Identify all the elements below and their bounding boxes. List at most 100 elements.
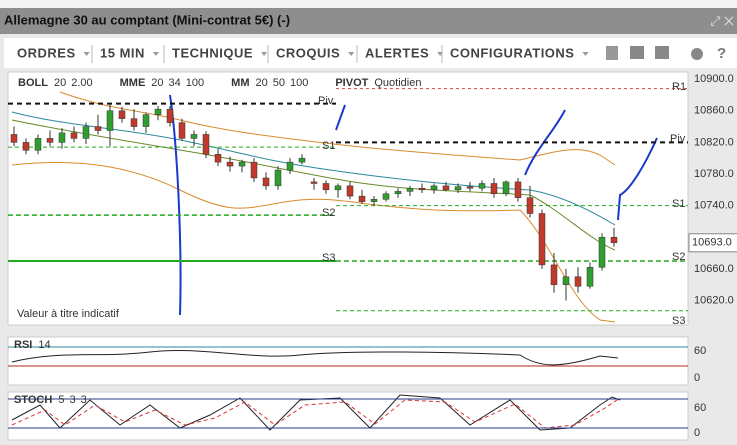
title-bar: [0, 8, 737, 34]
candle-body: [262, 177, 270, 187]
panel-name: STOCH: [14, 394, 52, 406]
candle-body: [238, 161, 246, 167]
dropdown-arrow: [261, 52, 268, 56]
title-strip: [0, 0, 737, 8]
dropdown-arrow: [83, 52, 90, 56]
candle-body: [334, 185, 342, 191]
candle-body: [46, 138, 54, 143]
candle-body: [166, 108, 174, 123]
indicator-param: 50: [273, 77, 285, 89]
pivot-label: Piv: [670, 133, 686, 145]
ma-line: [11, 119, 616, 251]
indicator-param: 100: [290, 77, 308, 89]
pivot-label: R1: [672, 81, 686, 93]
candle-body: [82, 126, 90, 139]
panel-param: 5: [58, 394, 64, 406]
menu-item[interactable]: 15 MIN: [100, 45, 145, 60]
dropdown-arrow: [152, 52, 159, 56]
pivot-label: S2: [672, 251, 685, 263]
candle-body: [274, 169, 282, 187]
indicator-name: PIVOT: [335, 77, 368, 89]
candle-body: [394, 191, 402, 195]
price-tick-label: 10860.0: [694, 105, 734, 117]
print-icon[interactable]: [655, 46, 669, 59]
help-icon[interactable]: ?: [717, 45, 726, 62]
panel-tick-label: 0: [694, 427, 700, 439]
candle-body: [586, 267, 594, 287]
candle-body: [454, 186, 462, 191]
candle-body: [610, 236, 618, 244]
candle-body: [190, 134, 198, 139]
expand-icon[interactable]: ⤢ ✕: [710, 13, 734, 28]
menu-item[interactable]: ALERTES: [365, 45, 429, 60]
candle-body: [34, 138, 42, 151]
candle-body: [550, 264, 558, 285]
candle-body: [346, 185, 354, 197]
candle-body: [142, 114, 150, 127]
image-icon[interactable]: [630, 46, 644, 59]
drawing: [524, 109, 566, 176]
price-tick-label: 10620.0: [694, 294, 734, 306]
panel-param: 14: [38, 339, 50, 351]
current-price: 10693.0: [692, 237, 732, 249]
candle-body: [562, 276, 570, 285]
candle-body: [430, 185, 438, 191]
candle-body: [442, 185, 450, 191]
menu-item[interactable]: TECHNIQUE: [172, 45, 253, 60]
indicator-param: 20: [255, 77, 267, 89]
candle-body: [502, 181, 510, 195]
candle-body: [70, 132, 78, 139]
drawing: [617, 137, 658, 221]
pivot-label: S1: [672, 198, 685, 210]
toolbar-icons: ?: [606, 45, 726, 62]
rsi-line: [11, 350, 619, 366]
candle-body: [490, 183, 498, 195]
candle-body: [94, 126, 102, 131]
candle-body: [574, 276, 582, 287]
indicator-name: MME: [120, 77, 146, 89]
candle-body: [382, 193, 390, 200]
drawing: [335, 104, 346, 131]
candle-body: [418, 187, 426, 191]
rsi-panel: [7, 336, 689, 386]
pivot-label: Piv: [318, 95, 334, 107]
price-tick-label: 10900.0: [694, 73, 734, 85]
stoch-panel: [7, 391, 689, 441]
panel-name: RSI: [14, 339, 32, 351]
candle-body: [538, 213, 546, 266]
candle-body: [178, 122, 186, 139]
candle-body: [250, 161, 258, 179]
indicator-param: 20: [54, 77, 66, 89]
candle-body: [10, 134, 18, 143]
candle-body: [370, 199, 378, 202]
candle-body: [406, 187, 414, 192]
indicator-param: 34: [169, 77, 181, 89]
candle-body: [298, 157, 306, 163]
pivot-label: S3: [672, 315, 685, 327]
menu-item[interactable]: CROQUIS: [276, 45, 340, 60]
panel-tick-label: 0: [694, 372, 700, 384]
price-tick-label: 10780.0: [694, 168, 734, 180]
layers-icon[interactable]: [606, 46, 618, 60]
dropdown-arrow: [348, 52, 355, 56]
indicator-name: MM: [231, 77, 249, 89]
candle-body: [526, 197, 534, 214]
menu-item[interactable]: ORDRES: [17, 45, 76, 60]
candle-body: [598, 236, 606, 268]
stoch-d: [11, 397, 621, 429]
candle-body: [130, 118, 138, 127]
panel-tick-label: 60: [694, 402, 706, 414]
menu-item[interactable]: CONFIGURATIONS: [450, 45, 574, 60]
candle-body: [478, 183, 486, 189]
candle-body: [214, 153, 222, 163]
settings-icon[interactable]: [691, 48, 703, 60]
indicator-param: 100: [186, 77, 204, 89]
panel-tick-label: 60: [694, 345, 706, 357]
pivot-label: S2: [322, 207, 335, 219]
indicator-param: Quotidien: [374, 77, 421, 89]
candle-body: [322, 183, 330, 191]
ema-line: [11, 111, 616, 226]
candle-body: [154, 108, 162, 115]
indicator-param: 20: [151, 77, 163, 89]
candle-body: [466, 186, 474, 189]
